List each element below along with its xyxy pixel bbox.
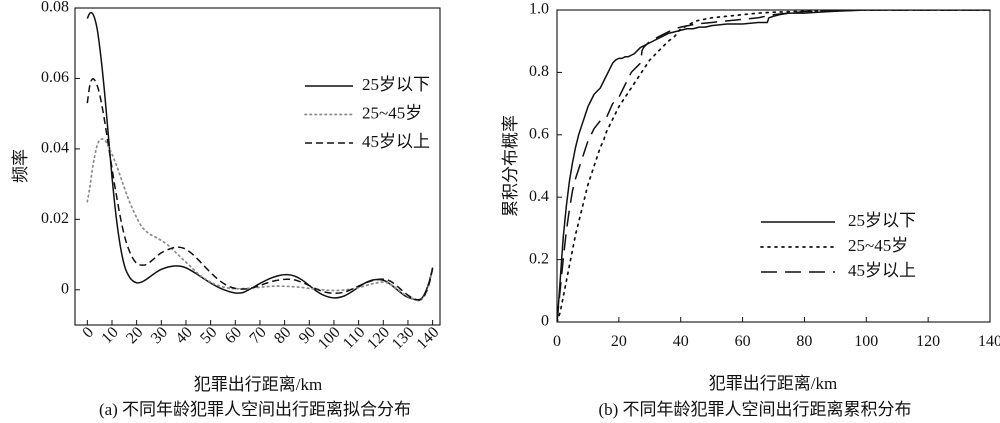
panel-a-axes-frame bbox=[74, 7, 441, 326]
panel-a-series-2-line bbox=[86, 138, 434, 302]
panel-b-series-group bbox=[557, 10, 990, 322]
panel-a-xtick-label: 130 bbox=[389, 324, 418, 353]
panel-b-caption: (b) 不同年龄犯罪人空间出行距离累积分布 bbox=[598, 400, 911, 419]
panel-b-xlabel: 犯罪出行距离/km bbox=[709, 374, 837, 393]
panel-b-legend-label-1: 25岁以下 bbox=[848, 211, 916, 230]
panel-a-xtick-label: 30 bbox=[148, 324, 171, 347]
panel-a-xtick-label: 70 bbox=[246, 324, 269, 347]
panel-a-xlabel: 犯罪出行距离/km bbox=[194, 375, 322, 394]
panel-b-xtick-label: 60 bbox=[735, 333, 751, 350]
panel-b-xtick-label: 120 bbox=[916, 333, 940, 350]
panel-a-xtick-label: 40 bbox=[172, 324, 195, 347]
panel-a-xtick-label: 140 bbox=[413, 324, 442, 353]
panel-b-xtick-label: 0 bbox=[553, 333, 561, 350]
panel-a-series-1-line bbox=[86, 11, 434, 302]
panel-b-ytick-label: 1.0 bbox=[529, 1, 549, 18]
panel-b-ytick-label: 0.2 bbox=[529, 250, 549, 267]
panel-b-series-2-line bbox=[557, 10, 990, 322]
panel-a-xtick-label: 10 bbox=[98, 324, 121, 347]
panel-b-ylabel: 累积分布概率 bbox=[501, 115, 520, 217]
panel-a-xtick-label: 60 bbox=[222, 324, 245, 347]
panel-a-xtick-label: 80 bbox=[271, 324, 294, 347]
panel-b-ytick-label: 0.8 bbox=[529, 63, 549, 80]
panel-b-xtick-label: 140 bbox=[978, 333, 1000, 350]
panel-b-series-1-line bbox=[557, 10, 990, 322]
panel-a-legend: 25岁以下 25~45岁 45岁以上 bbox=[304, 75, 430, 151]
panel-b-xtick-label: 20 bbox=[611, 333, 627, 350]
panel-b-ytick-label: 0 bbox=[541, 313, 549, 330]
panel-a-series-group bbox=[86, 11, 434, 302]
panel-a-xtick-label: 100 bbox=[315, 324, 344, 353]
panel-a-ytick-label: 0 bbox=[61, 280, 69, 297]
panel-a-series-3-line bbox=[86, 78, 434, 301]
panel-b-series-3-line bbox=[557, 10, 990, 322]
panel-a-xtick-label: 90 bbox=[296, 324, 319, 347]
panel-a-ytick-label: 0.06 bbox=[41, 69, 69, 86]
panel-a-caption: (a) 不同年龄犯罪人空间出行距离拟合分布 bbox=[99, 400, 411, 419]
panel-a-legend-label-2: 25~45岁 bbox=[362, 103, 422, 122]
panel-b-legend-label-2: 25~45岁 bbox=[848, 236, 908, 255]
panel-a-legend-label-1: 25岁以下 bbox=[362, 75, 430, 94]
panel-a-ytick-label: 0.08 bbox=[41, 0, 69, 16]
panel-b-legend-label-3: 45岁以上 bbox=[848, 261, 916, 280]
panel-b-ytick-label: 0.4 bbox=[529, 188, 549, 205]
panel-b-ytick-label: 0.6 bbox=[529, 125, 549, 142]
panel-b-xtick-label: 100 bbox=[854, 333, 878, 350]
panel-a: 频率 犯罪出行距离/km (a) 不同年龄犯罪人空间出行距离拟合分布 0 10 20… bbox=[11, 0, 443, 419]
panel-a-legend-label-3: 45岁以上 bbox=[362, 132, 430, 151]
panel-b-axes-frame bbox=[556, 9, 991, 323]
panel-a-ylabel: 频率 bbox=[11, 149, 30, 183]
panel-b-legend: 25岁以下 25~45岁 45岁以上 bbox=[760, 211, 916, 280]
panel-a-xtick-label: 110 bbox=[340, 324, 369, 353]
panel-b-plot: 0 20 40 60 80 100 120 14000.20.40.60.81.025岁以下2… bbox=[529, 1, 1000, 350]
panel-a-plot: 0 10 20 30 40 50 60 70 80 9010011012013014000.020… bbox=[41, 0, 442, 353]
panel-b-xtick-label: 40 bbox=[673, 333, 689, 350]
panel-a-xtick-label: 20 bbox=[123, 324, 146, 347]
panel-b: 累积分布概率 犯罪出行距离/km (b) 不同年龄犯罪人空间出行距离累积分布 0… bbox=[501, 1, 1000, 419]
panel-a-ytick-label: 0.02 bbox=[41, 210, 69, 227]
panel-b-xtick-label: 80 bbox=[796, 333, 812, 350]
panel-a-xtick-label: 50 bbox=[197, 324, 220, 347]
panel-a-ytick-label: 0.04 bbox=[41, 140, 69, 157]
panel-a-xtick-label: 0 bbox=[79, 324, 97, 342]
panel-a-xtick-label: 120 bbox=[364, 324, 393, 353]
